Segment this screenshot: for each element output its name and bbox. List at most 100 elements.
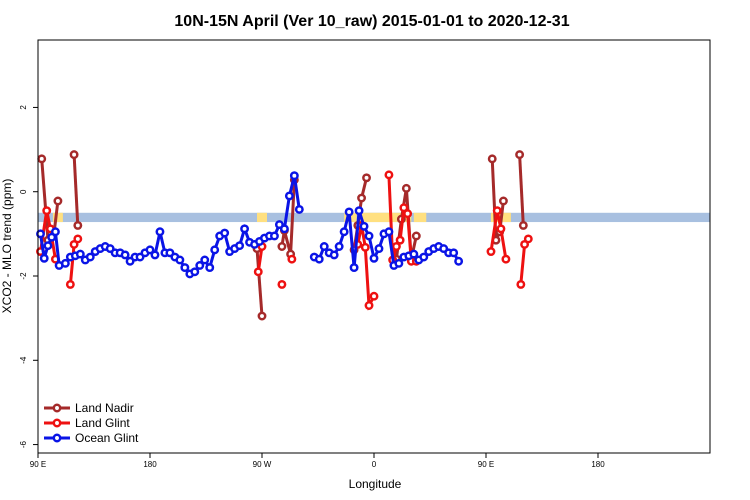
data-point <box>449 248 459 258</box>
x-tick-label: 180 <box>591 460 605 469</box>
data-point <box>155 227 165 237</box>
data-point <box>145 245 155 255</box>
data-point <box>359 221 369 231</box>
y-tick-label: 2 <box>19 105 28 110</box>
data-point <box>344 207 354 217</box>
x-axis: 90 E 180 90 W 0 90 E 180 <box>30 453 605 469</box>
data-point <box>394 258 404 268</box>
legend-item: Land Glint <box>44 416 130 430</box>
series-line <box>280 179 296 255</box>
series-line <box>255 248 264 317</box>
data-point <box>294 204 304 214</box>
data-point <box>69 150 79 160</box>
data-point <box>411 231 421 241</box>
data-point <box>180 263 190 273</box>
data-point <box>419 252 429 262</box>
data-point <box>205 263 215 273</box>
data-point <box>175 255 185 265</box>
data-point <box>384 227 394 237</box>
legend-swatch-point <box>52 418 62 428</box>
data-point <box>65 279 75 289</box>
data-point <box>36 229 45 239</box>
legend-item: Ocean Glint <box>44 431 139 445</box>
data-point <box>235 241 245 251</box>
data-point <box>395 235 405 245</box>
data-point <box>486 247 496 257</box>
data-point <box>403 209 413 219</box>
data-point <box>496 224 506 234</box>
band-highlight <box>359 212 412 223</box>
data-point <box>364 231 374 241</box>
data-point <box>515 150 525 160</box>
data-point <box>120 250 130 260</box>
data-point <box>329 250 339 260</box>
data-point <box>150 250 160 260</box>
series-land-nadir <box>37 150 528 321</box>
data-point <box>523 234 533 244</box>
data-point <box>73 220 83 230</box>
band-highlight <box>52 212 63 223</box>
legend-label: Land Nadir <box>75 401 134 415</box>
data-point <box>277 242 287 251</box>
data-point <box>362 173 371 183</box>
data-point <box>349 263 359 273</box>
x-axis-label: Longitude <box>349 477 402 491</box>
data-point <box>487 154 497 164</box>
data-point <box>289 171 299 181</box>
data-point <box>384 170 394 180</box>
legend-swatch-point <box>52 403 62 413</box>
reference-band <box>38 212 710 223</box>
y-tick-label: -6 <box>19 440 28 448</box>
data-point <box>253 267 263 277</box>
data-point <box>314 254 324 264</box>
data-point <box>60 258 70 268</box>
data-point <box>269 231 279 241</box>
data-point <box>85 252 95 262</box>
legend-label: Land Glint <box>75 416 130 430</box>
series-ocean-glint <box>36 171 464 279</box>
data-point <box>399 203 409 213</box>
series-line <box>518 154 525 226</box>
series-line <box>72 154 80 226</box>
data-point <box>240 224 250 234</box>
data-point <box>200 255 210 265</box>
series-line <box>489 210 508 260</box>
plot-frame <box>37 39 711 454</box>
band-highlight <box>257 212 267 223</box>
x-tick-label: 90 E <box>30 460 46 469</box>
data-point <box>364 301 374 310</box>
data-point <box>454 256 464 266</box>
data-point <box>401 183 411 193</box>
data-point <box>492 206 502 216</box>
y-tick-label: -2 <box>19 272 28 280</box>
data-point <box>210 245 220 255</box>
data-point <box>369 291 379 301</box>
data-point <box>50 227 60 237</box>
data-point <box>357 193 367 203</box>
data-point <box>42 206 52 216</box>
data-point <box>195 261 205 270</box>
data-point <box>518 220 528 230</box>
data-point <box>391 242 401 251</box>
data-point <box>43 241 53 251</box>
legend-swatch-point <box>52 433 62 443</box>
y-tick-label: 0 <box>19 189 28 194</box>
data-point <box>277 279 287 289</box>
data-point <box>319 242 329 251</box>
data-point <box>374 244 384 254</box>
data-point <box>39 253 49 263</box>
data-point <box>37 154 47 164</box>
data-point <box>190 267 200 277</box>
band-highlight <box>413 212 427 223</box>
data-point <box>409 249 419 259</box>
legend-label: Ocean Glint <box>75 431 139 445</box>
data-point <box>369 253 379 263</box>
y-tick-label: -4 <box>19 356 28 364</box>
data-point <box>334 242 344 251</box>
x-tick-label: 180 <box>143 460 157 469</box>
data-point <box>220 228 230 238</box>
data-point <box>279 224 289 234</box>
data-point <box>354 206 364 216</box>
data-point <box>501 254 511 264</box>
